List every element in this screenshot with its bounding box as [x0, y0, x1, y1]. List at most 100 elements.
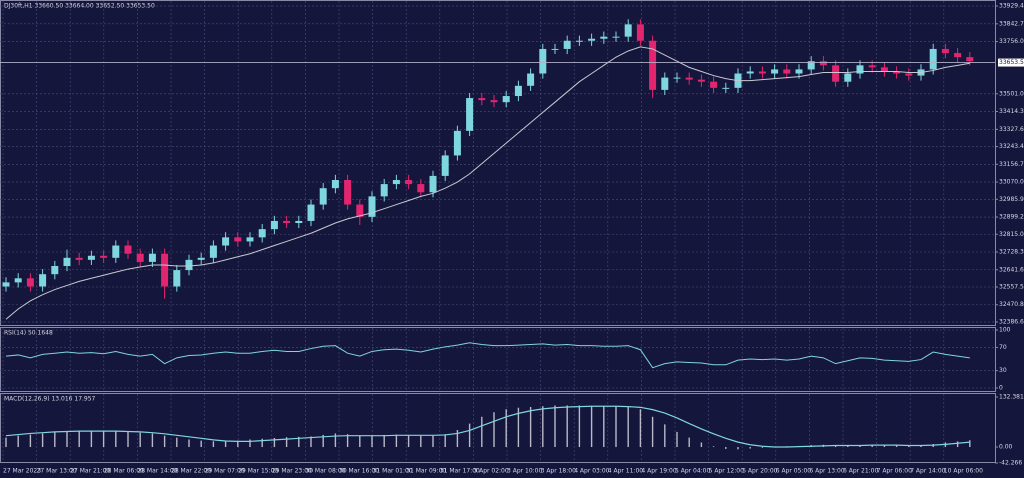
x-tick-label: 31 Mar 17:00 [440, 468, 480, 475]
y-tick-label: 32985.90 [999, 196, 1024, 203]
x-tick-label: 6 Apr 21:00 [843, 468, 878, 475]
x-tick-label: 7 Apr 14:00 [910, 468, 945, 475]
x-tick-label: 28 Mar 06:00 [104, 468, 144, 475]
candle-body [893, 71, 901, 74]
candle-body [929, 48, 937, 70]
candle-body [807, 61, 815, 70]
candle-body [331, 179, 339, 189]
main-pane-frame [0, 0, 996, 326]
candle-body [636, 24, 644, 41]
candle-body [746, 71, 754, 74]
candle-body [100, 255, 108, 258]
y-tick-label: 100 [999, 327, 1011, 334]
y-tick-label: 0 [999, 385, 1003, 392]
candle-body [417, 184, 425, 193]
current-price-box [998, 58, 1024, 67]
candle-body [307, 204, 315, 221]
candle-body [173, 270, 181, 287]
x-tick-label: 27 Mar 2023 [3, 468, 41, 475]
candle-body [527, 73, 535, 86]
candle-body [819, 61, 827, 66]
x-tick-label: 29 Mar 15:00 [238, 468, 278, 475]
candle-body [453, 130, 461, 156]
candle-body [26, 278, 34, 287]
x-tick-label: 29 Mar 23:00 [272, 468, 312, 475]
x-tick-label: 4 Apr 03:00 [574, 468, 609, 475]
y-tick-label: 33929.45 [999, 3, 1024, 10]
candle-body [539, 48, 547, 74]
candle-body [758, 71, 766, 74]
x-tick-label: 5 Apr 20:00 [742, 468, 777, 475]
y-tick-label: 32470.80 [999, 301, 1024, 308]
candle-body [563, 40, 571, 49]
x-tick-label: 29 Mar 07:00 [205, 468, 245, 475]
candle-body [600, 36, 608, 39]
x-tick-label: 30 Mar 08:00 [305, 468, 345, 475]
candle-body [722, 87, 730, 89]
candle-body [112, 245, 120, 258]
candle-body [356, 204, 364, 217]
candle-body [685, 77, 693, 80]
x-tick-label: 6 Apr 13:00 [809, 468, 844, 475]
candle-body [258, 229, 266, 238]
macd-title: MACD(12,26,9) 13.016 17.957 [4, 396, 96, 403]
x-tick-label: 31 Mar 01:00 [373, 468, 413, 475]
candle-body [209, 245, 217, 258]
candle-body [490, 100, 498, 103]
candle-body [441, 155, 449, 176]
y-tick-label: 33327.60 [999, 126, 1024, 133]
candle-body [783, 69, 791, 74]
main-title: DJ30ft,H1 33660.50 33664.00 33652.50 336… [4, 3, 155, 10]
x-tick-label: 7 Apr 06:00 [877, 468, 912, 475]
candle-body [344, 179, 352, 205]
candle-body [612, 36, 620, 38]
candle-body [795, 69, 803, 74]
candle-body [502, 96, 510, 103]
candle-body [588, 38, 596, 41]
y-tick-label: 33756.00 [999, 38, 1024, 45]
y-tick-label: 33070.05 [999, 179, 1024, 186]
candle-body [161, 253, 169, 287]
candle-body [368, 196, 376, 217]
candle-body [868, 65, 876, 68]
candle-body [14, 278, 22, 283]
candle-body [222, 237, 230, 246]
candle-body [51, 266, 59, 275]
candle-body [844, 73, 852, 82]
candle-body [856, 65, 864, 74]
candle-body [771, 69, 779, 74]
y-tick-label: 132.381 [999, 394, 1024, 401]
x-tick-label: 10 Apr 06:00 [944, 468, 983, 475]
x-tick-label: 5 Apr 04:00 [675, 468, 710, 475]
candle-body [87, 255, 95, 260]
x-tick-label: 5 Apr 12:00 [709, 468, 744, 475]
candle-body [283, 220, 291, 223]
y-tick-label: 0.00 [999, 444, 1013, 451]
candle-body [124, 245, 132, 254]
x-tick-label: 27 Mar 13:00 [37, 468, 77, 475]
rsi-line [5, 342, 970, 369]
y-tick-label: 30 [999, 367, 1007, 374]
candle-body [514, 85, 522, 97]
candle-body [478, 98, 486, 101]
candle-body [197, 257, 205, 260]
candle-body [75, 257, 83, 260]
y-tick-label: -42.266 [999, 460, 1022, 467]
macd-signal-line [5, 405, 970, 448]
y-tick-label: 33501.00 [999, 90, 1024, 97]
y-tick-label: 70 [999, 344, 1007, 351]
y-tick-label: 32899.20 [999, 214, 1024, 221]
candle-body [649, 40, 657, 90]
candle-body [2, 282, 10, 287]
candle-body [954, 53, 962, 58]
macd-pane-frame [0, 393, 996, 463]
candle-body [319, 188, 327, 205]
y-tick-label: 33243.45 [999, 143, 1024, 150]
x-tick-label: 3 Apr 02:00 [473, 468, 508, 475]
candle-body [832, 65, 840, 82]
candle-body [697, 79, 705, 82]
x-tick-label: 31 Mar 09:00 [406, 468, 446, 475]
x-tick-label: 28 Mar 14:00 [137, 468, 177, 475]
x-tick-label: 30 Mar 16:00 [339, 468, 379, 475]
x-tick-label: 3 Apr 10:00 [507, 468, 542, 475]
